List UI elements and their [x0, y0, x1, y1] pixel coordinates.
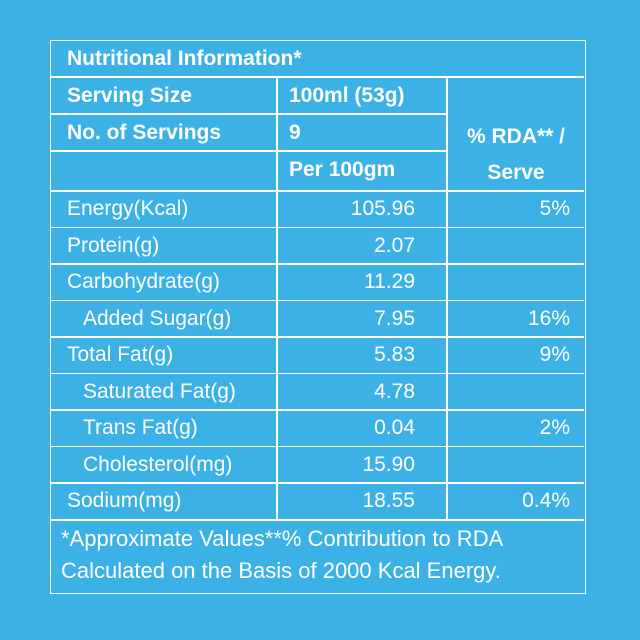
grid-line [446, 76, 448, 519]
nutrient-value: 4.78 [374, 379, 415, 403]
grid-line [51, 190, 584, 192]
nutrient-name: Sodium(mg) [67, 489, 182, 512]
grid-line [51, 409, 584, 411]
grid-line [51, 299, 584, 301]
grid-line [51, 113, 446, 115]
nutrient-value: 18.55 [362, 489, 415, 512]
servings-label: No. of Servings [67, 121, 222, 144]
footer-line-1: *Approximate Values**% Contribution to R… [61, 526, 504, 551]
grid-line [51, 263, 584, 265]
nutrient-value: 5.83 [374, 343, 415, 366]
per-100gm-label: Per 100gm [289, 158, 396, 181]
grid-line [51, 150, 446, 152]
nutrient-name: Cholesterol(mg) [83, 452, 233, 476]
nutrient-rda: 5% [539, 197, 570, 220]
rda-header-line1: % RDA** / [466, 125, 566, 148]
serving-size-label: Serving Size [67, 84, 192, 107]
panel-title: Nutritional Information* [67, 47, 302, 70]
nutrient-name: Protein(g) [67, 233, 160, 257]
nutrient-name: Total Fat(g) [67, 343, 174, 366]
grid-line [51, 76, 584, 78]
nutrient-rda: 0.4% [522, 489, 570, 512]
grid-line [51, 519, 584, 521]
nutrient-value: 2.07 [374, 233, 415, 257]
nutrient-value: 0.04 [374, 416, 415, 439]
grid-line [276, 76, 278, 519]
nutrient-value: 15.90 [362, 452, 415, 476]
nutrient-rda: 16% [527, 306, 570, 330]
rda-header-line2: Serve [487, 161, 545, 184]
nutrient-name: Saturated Fat(g) [83, 379, 236, 403]
nutrient-name: Added Sugar(g) [83, 306, 232, 330]
grid-line [51, 445, 584, 447]
nutrient-name: Energy(Kcal) [67, 197, 189, 220]
serving-size-value: 100ml (53g) [289, 84, 405, 107]
nutrition-panel: Nutritional Information* Serving Size 10… [50, 40, 586, 594]
footer-note: *Approximate Values**% Contribution to R… [61, 523, 503, 587]
grid-line [51, 226, 584, 228]
nutrient-name: Trans Fat(g) [83, 416, 198, 439]
nutrient-value: 7.95 [374, 306, 415, 330]
nutrient-rda: 9% [539, 343, 570, 366]
nutrient-value: 11.29 [364, 270, 415, 293]
grid-line [51, 372, 584, 374]
footer-line-2: Calculated on the Basis of 2000 Kcal Ene… [61, 558, 501, 583]
servings-value: 9 [289, 121, 301, 144]
grid-line [51, 336, 584, 338]
nutrient-rda: 2% [539, 416, 570, 439]
grid-line [51, 482, 584, 484]
nutrient-name: Carbohydrate(g) [67, 270, 220, 293]
nutrient-value: 105.96 [350, 197, 415, 220]
